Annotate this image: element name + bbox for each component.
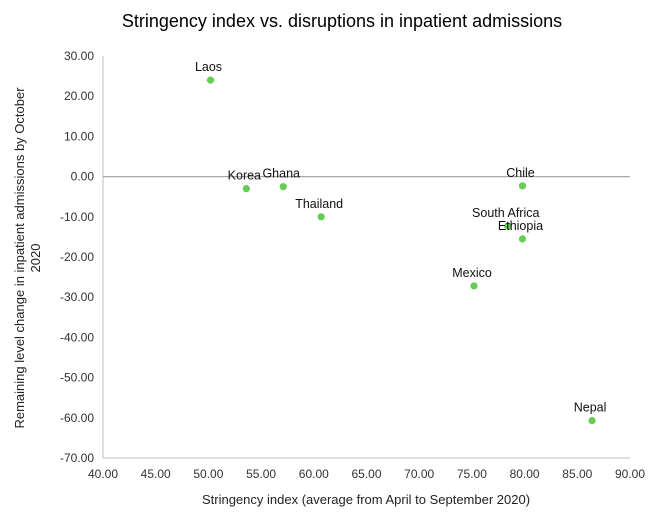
x-tick-label: 45.00 — [141, 467, 171, 481]
point-label: Laos — [195, 60, 222, 74]
data-point — [317, 213, 325, 221]
y-tick-label: -40.00 — [60, 330, 94, 344]
x-tick-label: 60.00 — [299, 467, 329, 481]
x-tick-labels: 40.00 45.00 50.00 55.00 60.00 65.00 70.00 75.00… — [88, 467, 645, 481]
y-tick-label: -20.00 — [60, 250, 94, 264]
y-tick-labels: 30.00 20.00 10.00 0.00 -10.00 -20.00 -30.00 -40… — [60, 49, 94, 465]
point-labels: Laos Korea Ghana Thailand Chile South AfricaE… — [195, 60, 606, 414]
point-label: Thailand — [295, 197, 343, 211]
y-axis-label-line-2: 2020 — [28, 244, 43, 273]
data-point — [242, 185, 250, 193]
x-tick-label: 55.00 — [246, 467, 276, 481]
y-tick-label: -60.00 — [60, 411, 94, 425]
data-points — [206, 76, 596, 425]
point-label: South Africa — [472, 206, 539, 220]
point-label: Ghana — [262, 167, 300, 181]
point-label: Chile — [506, 166, 535, 180]
y-tick-label: -70.00 — [60, 451, 94, 465]
x-tick-label: 40.00 — [88, 467, 118, 481]
y-tick-label: 10.00 — [64, 129, 94, 143]
data-point — [588, 417, 596, 425]
x-tick-label: 65.00 — [351, 467, 381, 481]
data-point — [470, 282, 478, 290]
data-point — [504, 222, 512, 230]
y-tick-label: -10.00 — [60, 210, 94, 224]
axes — [102, 56, 630, 459]
x-tick-label: 85.00 — [562, 467, 592, 481]
point-label: Nepal — [574, 401, 607, 415]
chart-title: Stringency index vs. disruptions in inpa… — [122, 11, 562, 31]
point-label: Korea — [228, 169, 261, 183]
data-point — [206, 76, 215, 84]
x-tick-label: 70.00 — [404, 467, 434, 481]
data-point — [279, 183, 287, 191]
data-point — [518, 235, 527, 243]
x-tick-label: 75.00 — [457, 467, 487, 481]
y-tick-label: 0.00 — [71, 170, 95, 184]
point-label: Mexico — [452, 266, 492, 280]
x-tick-label: 90.00 — [615, 467, 645, 481]
point-label: Ethiopia — [498, 219, 543, 233]
y-tick-label: -30.00 — [60, 290, 94, 304]
y-axis-label-line-1: Remaining level change in inpatient admi… — [12, 87, 27, 429]
y-tick-label: 30.00 — [64, 49, 94, 63]
x-tick-label: 50.00 — [193, 467, 223, 481]
y-tick-label: -50.00 — [60, 371, 94, 385]
y-tick-label: 20.00 — [64, 89, 94, 103]
data-point — [518, 182, 527, 190]
x-tick-label: 80.00 — [510, 467, 540, 481]
x-axis-label: Stringency index (average from April to … — [202, 492, 530, 507]
